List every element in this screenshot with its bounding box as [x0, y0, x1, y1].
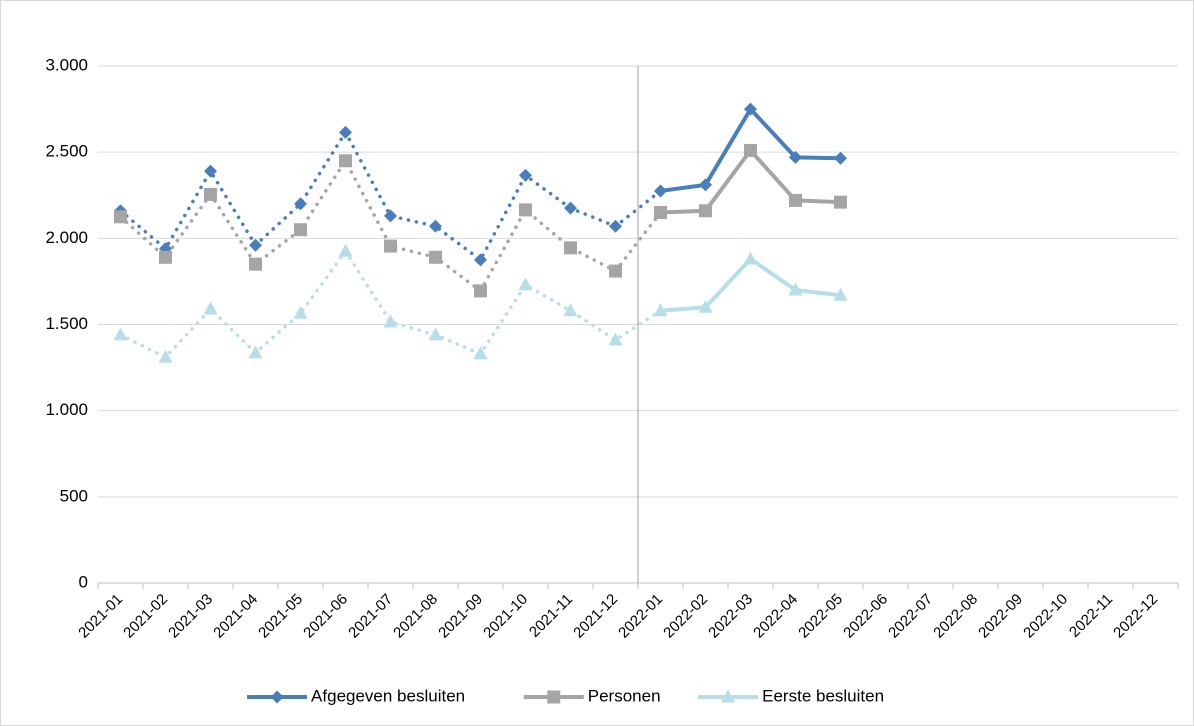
data-point — [519, 168, 532, 182]
data-point — [158, 349, 173, 363]
data-point — [293, 305, 308, 319]
data-point — [248, 345, 263, 359]
y-tick-label: 2.500 — [45, 142, 88, 161]
legend-marker — [270, 690, 284, 704]
data-point — [789, 150, 802, 164]
data-point — [699, 178, 712, 192]
data-point — [698, 299, 713, 313]
data-point — [834, 151, 847, 165]
data-point — [383, 314, 398, 328]
data-point — [519, 203, 532, 217]
y-tick-label: 3.000 — [45, 55, 88, 74]
data-point — [744, 143, 757, 157]
data-point — [429, 219, 442, 233]
data-point — [608, 332, 623, 346]
data-point — [834, 195, 847, 209]
data-point — [113, 327, 128, 341]
data-point — [338, 243, 353, 257]
data-point — [473, 346, 488, 360]
data-point — [564, 201, 577, 215]
legend-label: Afgegeven besluiten — [311, 686, 465, 705]
data-point — [654, 184, 667, 198]
data-point — [294, 197, 307, 211]
data-point — [429, 250, 442, 264]
data-point — [474, 284, 487, 298]
data-point — [609, 264, 622, 278]
legend-label: Eerste besluiten — [762, 686, 884, 705]
y-tick-label: 500 — [60, 486, 88, 505]
data-point — [699, 204, 712, 218]
data-point — [339, 154, 352, 168]
data-point — [384, 239, 397, 253]
data-point — [833, 287, 848, 301]
data-point — [789, 193, 802, 207]
data-point — [744, 102, 757, 116]
data-point — [203, 301, 218, 315]
data-point — [249, 257, 262, 271]
data-point — [384, 209, 397, 223]
y-tick-label: 1.500 — [45, 314, 88, 333]
y-tick-label: 1.000 — [45, 400, 88, 419]
data-point — [294, 223, 307, 237]
data-point — [743, 251, 758, 265]
data-point — [788, 282, 803, 296]
y-tick-label: 0 — [79, 572, 88, 591]
data-point — [518, 277, 533, 291]
data-point — [204, 187, 217, 201]
data-point — [564, 241, 577, 255]
data-point — [653, 303, 668, 317]
data-point — [339, 125, 352, 139]
data-point — [563, 303, 578, 317]
legend-label: Personen — [588, 686, 661, 705]
data-point — [204, 164, 217, 178]
data-point — [609, 219, 622, 233]
data-point — [654, 205, 667, 219]
legend-marker — [721, 689, 736, 703]
legend-marker — [547, 690, 561, 704]
data-point — [428, 327, 443, 341]
data-point — [114, 210, 127, 224]
y-tick-label: 2.000 — [45, 228, 88, 247]
data-point — [249, 238, 262, 252]
data-point — [159, 250, 172, 264]
data-point — [474, 253, 487, 267]
